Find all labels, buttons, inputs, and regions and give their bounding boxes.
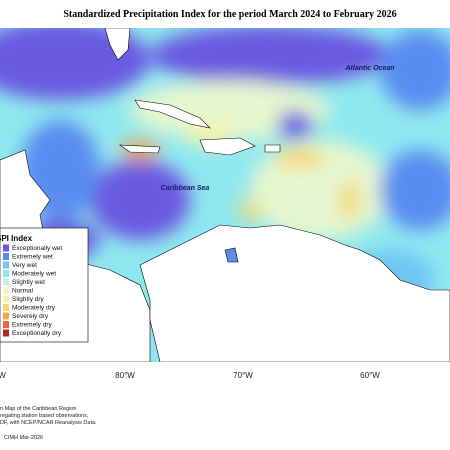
legend-label: Very wet (12, 262, 37, 269)
longitude-label: 80°W (115, 371, 135, 380)
legend-box (0, 227, 89, 343)
footer-text: n Map of the Caribbean Region (0, 406, 76, 412)
sea-label: Caribbean Sea (161, 185, 210, 192)
legend-swatch (3, 278, 9, 286)
map (0, 28, 450, 362)
legend-title: SPI Index (0, 234, 33, 243)
footer-text: CIMH Mar-2026 (4, 435, 43, 441)
legend-swatch (3, 304, 9, 311)
legend-label: Exceptionally dry (12, 330, 62, 337)
longitude-label: 60°W (360, 371, 380, 380)
legend-swatch (3, 287, 9, 294)
legend-swatch (3, 329, 9, 337)
legend-swatch (3, 261, 9, 269)
legend-swatch (3, 321, 9, 328)
legend-label: Normal (12, 288, 34, 295)
legend-swatch (3, 295, 9, 303)
longitude-label: 70°W (233, 371, 253, 380)
legend-label: Extremely dry (12, 322, 52, 329)
legend-label: Severely dry (12, 313, 49, 320)
longitude-label: 90°W (0, 371, 6, 380)
title: Standardized Precipitation Index for the… (63, 9, 396, 20)
legend-swatch (3, 270, 9, 277)
legend-swatch (3, 253, 9, 260)
legend-swatch (3, 244, 9, 252)
legend-label: Slightly dry (12, 296, 45, 303)
legend-label: Exceptionally wet (12, 245, 62, 252)
footer-text: DF, with NCEP/NCAR Reanalysis Data. (0, 420, 97, 426)
ocean-label: Atlantic Ocean (344, 65, 394, 72)
legend-label: Extremely wet (12, 254, 53, 261)
footer-text: regating station based observations, (0, 413, 89, 419)
legend-label: Slightly wet (12, 279, 45, 286)
legend-label: Moderately dry (12, 305, 56, 312)
legend-swatch (3, 312, 9, 320)
legend-label: Moderately wet (12, 271, 56, 278)
